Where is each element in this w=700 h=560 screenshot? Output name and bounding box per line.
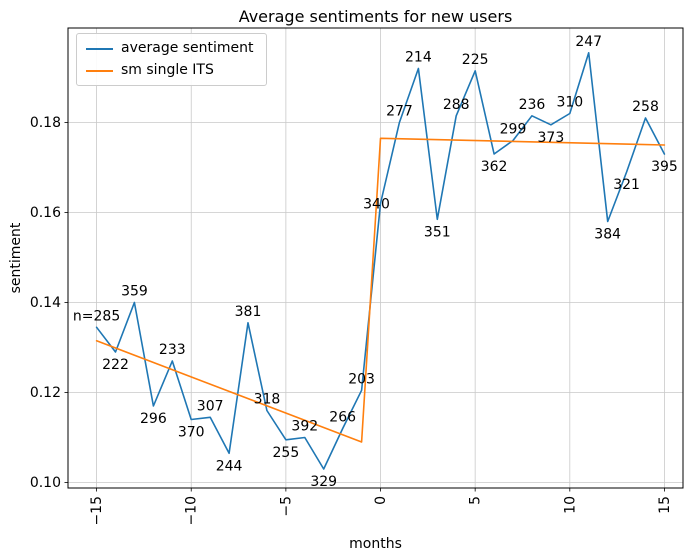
point-label: 381 <box>235 304 262 320</box>
grid <box>68 28 683 488</box>
y-tick-label: 0.10 <box>30 475 61 491</box>
y-tick-label: 0.18 <box>30 115 61 131</box>
point-label: 395 <box>651 159 678 175</box>
legend-item-sm-single-its: sm single ITS <box>86 62 254 79</box>
point-label: 258 <box>632 99 659 115</box>
point-label: 351 <box>424 224 451 240</box>
point-label: 329 <box>310 474 337 490</box>
point-label: 307 <box>197 398 224 414</box>
point-label: 384 <box>594 227 621 243</box>
x-tick-label: 15 <box>657 496 673 514</box>
chart-title: Average sentiments for new users <box>238 7 513 26</box>
legend: average sentiment sm single ITS <box>76 33 267 86</box>
legend-label: average sentiment <box>121 40 254 56</box>
point-label: 233 <box>159 342 186 358</box>
point-label: 296 <box>140 411 167 427</box>
point-label: 247 <box>575 34 602 50</box>
x-tick-label: −15 <box>89 496 105 526</box>
legend-label: sm single ITS <box>121 62 214 78</box>
x-tick-label: 5 <box>468 496 484 505</box>
point-label: 340 <box>363 197 390 213</box>
point-label: 310 <box>556 95 583 111</box>
point-label: 236 <box>519 97 546 113</box>
x-tick-label: 0 <box>373 496 389 505</box>
legend-item-average-sentiment: average sentiment <box>86 40 254 57</box>
point-label: 222 <box>102 357 129 373</box>
legend-line-swatch-orange <box>86 69 113 72</box>
point-label: 255 <box>273 445 300 461</box>
x-tick-label: 10 <box>562 496 578 514</box>
series-line-sm-single-ITS <box>95 137 666 443</box>
point-label: 370 <box>178 425 205 441</box>
point-label: 225 <box>462 52 489 68</box>
x-axis-label: months <box>349 536 402 552</box>
point-label: 362 <box>481 159 508 175</box>
point-label: 359 <box>121 284 148 300</box>
point-label: 277 <box>386 104 413 120</box>
point-label: n=285 <box>73 308 120 324</box>
point-label: 288 <box>443 97 470 113</box>
y-tick-label: 0.16 <box>30 205 61 221</box>
point-annotations: n=285 222 359 296 233 370 307 244 381 318 255 392 32… <box>73 34 678 490</box>
point-label: 373 <box>538 130 565 146</box>
x-tick-label: −10 <box>184 496 200 526</box>
axes-spines <box>67 27 684 489</box>
axis-ticks: −15 −10 −5 0 5 10 15 0.10 0.12 0.14 0.16 0.18 <box>30 115 673 526</box>
point-label: 321 <box>613 177 640 193</box>
legend-line-swatch-blue <box>86 47 113 50</box>
x-tick-label: −5 <box>278 496 294 517</box>
point-label: 299 <box>500 122 527 138</box>
point-label: 318 <box>254 392 281 408</box>
y-tick-label: 0.14 <box>30 295 61 311</box>
point-label: 266 <box>329 410 356 426</box>
y-tick-label: 0.12 <box>30 385 61 401</box>
point-label: 244 <box>216 458 243 474</box>
point-label: 203 <box>348 371 375 387</box>
point-label: 214 <box>405 50 432 66</box>
series-line-average-sentiment <box>95 51 666 470</box>
point-label: 392 <box>291 419 318 435</box>
